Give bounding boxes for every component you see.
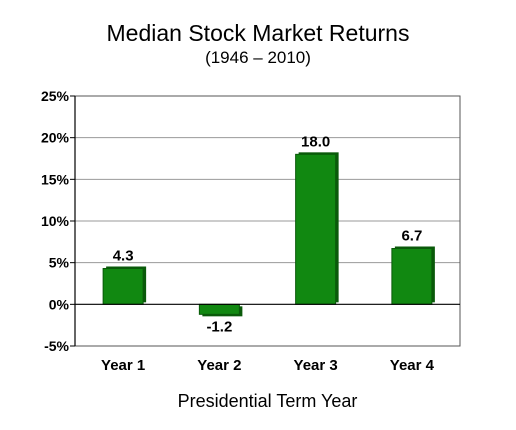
chart-title: Median Stock Market Returns [106,20,410,46]
bar [295,153,337,305]
data-label: 4.3 [113,248,134,265]
bar [102,268,144,305]
data-label: 18.0 [301,133,330,150]
data-label: 6.7 [401,228,422,245]
x-axis-label: Presidential Term Year [177,391,358,411]
y-tick-label: 0% [49,296,70,312]
x-tick-label: Year 4 [390,357,435,374]
x-tick-label: Year 1 [101,357,145,374]
y-tick-label: 15% [41,171,70,187]
chart-subtitle: (1946 – 2010) [205,48,311,67]
y-tick-label: -5% [44,338,69,354]
y-tick-label: 20% [41,130,70,146]
x-tick-label: Year 3 [294,357,338,374]
y-tick-label: 5% [49,255,70,271]
bar [198,303,240,315]
x-tick-label: Year 2 [197,357,241,374]
data-label: -1.2 [206,318,232,335]
y-tick-label: 25% [41,88,70,104]
y-tick-label: 10% [41,213,70,229]
bar [391,248,433,305]
